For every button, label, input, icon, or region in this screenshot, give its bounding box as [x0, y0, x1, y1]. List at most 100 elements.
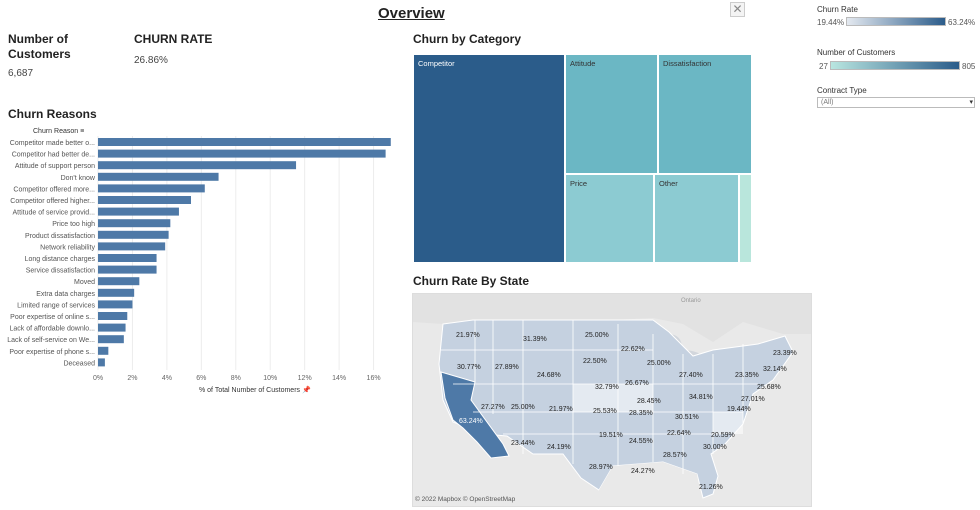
bar[interactable]: [98, 196, 191, 204]
kpi-churn: CHURN RATE 26.86%: [134, 32, 212, 66]
bar-label: Deceased: [63, 360, 95, 367]
state-churn-label[interactable]: 63.24%: [459, 418, 483, 425]
x-tick-label: 14%: [332, 375, 346, 382]
bar-label: Competitor made better o...: [10, 140, 95, 147]
state-churn-label[interactable]: 27.27%: [481, 404, 505, 411]
chevron-down-icon[interactable]: ▾: [969, 99, 973, 106]
state-churn-label[interactable]: 20.59%: [711, 432, 735, 439]
kpi-churn-label: CHURN RATE: [134, 32, 213, 46]
state-churn-label[interactable]: 30.51%: [675, 414, 699, 421]
state-churn-label[interactable]: 27.89%: [495, 364, 519, 371]
legend-customers-min: 27: [819, 62, 828, 71]
treemap-cell-other[interactable]: Other: [654, 174, 739, 263]
state-churn-label[interactable]: 27.01%: [741, 396, 765, 403]
bar[interactable]: [98, 300, 133, 309]
bar-label: Lack of affordable downlo...: [10, 326, 96, 333]
treemap-title: Churn by Category: [413, 32, 522, 46]
state-churn-label[interactable]: 24.55%: [629, 438, 653, 445]
state-churn-label[interactable]: 23.39%: [773, 350, 797, 357]
bar[interactable]: [98, 277, 140, 286]
bar[interactable]: [98, 335, 124, 344]
churn-reasons-chart: 0% 2% 4% 6% 8% 10% 12% 14% 16% Competitor made be…: [7, 136, 391, 382]
contract-type-dropdown[interactable]: (All) ▾: [817, 97, 975, 108]
treemap-cell-competitor[interactable]: Competitor: [413, 54, 565, 263]
bar[interactable]: [98, 312, 128, 320]
state-churn-label[interactable]: 30.77%: [457, 364, 481, 371]
kpi-customers-value: 6,687: [8, 68, 34, 79]
legend-customers-max: 805: [962, 62, 976, 71]
close-icon[interactable]: ✕: [730, 2, 745, 17]
state-churn-label[interactable]: 28.45%: [637, 398, 661, 405]
legend-customers-gradient: [830, 61, 960, 70]
treemap-label: Dissatisfaction: [663, 59, 712, 68]
state-churn-label[interactable]: 21.97%: [456, 332, 480, 339]
sort-icon[interactable]: ≡: [80, 128, 85, 135]
legend-customers-title: Number of Customers: [817, 48, 896, 57]
state-churn-label[interactable]: 34.81%: [689, 394, 713, 401]
state-churn-label[interactable]: 27.40%: [679, 372, 703, 379]
map-background: [413, 294, 811, 506]
state-churn-label[interactable]: 25.68%: [757, 384, 781, 391]
state-churn-label[interactable]: 19.44%: [727, 406, 751, 413]
bar[interactable]: [98, 323, 126, 332]
state-churn-label[interactable]: 25.53%: [593, 408, 617, 415]
bar[interactable]: [98, 346, 109, 355]
treemap-cell-price[interactable]: Price: [565, 174, 654, 263]
x-tick-label: 4%: [162, 375, 172, 382]
bar[interactable]: [98, 149, 386, 158]
treemap-cell-attitude[interactable]: Attitude: [565, 54, 658, 174]
bar[interactable]: [98, 138, 391, 146]
bar-label: Price too high: [52, 221, 95, 228]
state-churn-label[interactable]: 23.35%: [735, 372, 759, 379]
state-churn-label[interactable]: 28.57%: [663, 452, 687, 459]
treemap-label: Other: [659, 179, 678, 188]
treemap-cell-small[interactable]: [739, 174, 752, 263]
bar[interactable]: [98, 172, 219, 181]
state-churn-label[interactable]: 24.27%: [631, 468, 655, 475]
state-churn-label[interactable]: 28.35%: [629, 410, 653, 417]
bar[interactable]: [98, 358, 105, 367]
state-churn-label[interactable]: 19.51%: [599, 432, 623, 439]
bar[interactable]: [98, 161, 297, 170]
state-churn-label[interactable]: 30.00%: [703, 444, 727, 451]
treemap-label: Attitude: [570, 59, 596, 68]
bar[interactable]: [98, 242, 166, 251]
state-churn-label[interactable]: 21.26%: [699, 484, 723, 491]
bar[interactable]: [98, 265, 157, 274]
state-churn-label[interactable]: 24.68%: [537, 372, 561, 379]
state-churn-label[interactable]: 25.00%: [585, 332, 609, 339]
bar[interactable]: [98, 230, 169, 239]
state-churn-label[interactable]: 31.39%: [523, 336, 547, 343]
state-churn-label[interactable]: 22.50%: [583, 358, 607, 365]
state-churn-label[interactable]: 32.79%: [595, 384, 619, 391]
state-churn-label[interactable]: 24.19%: [547, 444, 571, 451]
churn-reason-header-label: Churn Reason: [33, 128, 79, 135]
state-churn-label[interactable]: 25.00%: [511, 404, 535, 411]
x-tick-label: 0%: [93, 375, 103, 382]
state-churn-label[interactable]: 23.44%: [511, 440, 535, 447]
page-title: Overview: [378, 5, 445, 22]
state-churn-label[interactable]: 22.62%: [621, 346, 645, 353]
state-churn-label[interactable]: 22.64%: [667, 430, 691, 437]
pin-icon[interactable]: 📌: [301, 387, 311, 394]
state-churn-label[interactable]: 32.14%: [763, 366, 787, 373]
churn-reasons-title: Churn Reasons: [8, 107, 97, 121]
bar[interactable]: [98, 254, 157, 262]
bar-label: Limited range of services: [17, 302, 95, 309]
bar-label: Product dissatisfaction: [25, 233, 95, 240]
bar[interactable]: [98, 184, 205, 193]
treemap-label: Price: [570, 179, 588, 188]
legend-churn-rate-min: 19.44%: [817, 18, 845, 27]
treemap-cell-dissatisfaction[interactable]: Dissatisfaction: [658, 54, 752, 174]
bar[interactable]: [98, 219, 171, 228]
state-churn-label[interactable]: 21.97%: [549, 406, 573, 413]
churn-reason-header[interactable]: Churn Reason ≡: [33, 128, 84, 135]
map[interactable]: Ontario 21.97% 31.39% 25.00% 22.62% 30.77% 27…: [412, 293, 812, 507]
state-churn-label[interactable]: 25.00%: [647, 360, 671, 367]
state-churn-label[interactable]: 28.97%: [589, 464, 613, 471]
bar[interactable]: [98, 207, 179, 216]
bar-label: Long distance charges: [25, 256, 96, 263]
bar[interactable]: [98, 288, 135, 297]
contract-type-selected: (All): [821, 99, 834, 106]
state-churn-label[interactable]: 26.67%: [625, 380, 649, 387]
